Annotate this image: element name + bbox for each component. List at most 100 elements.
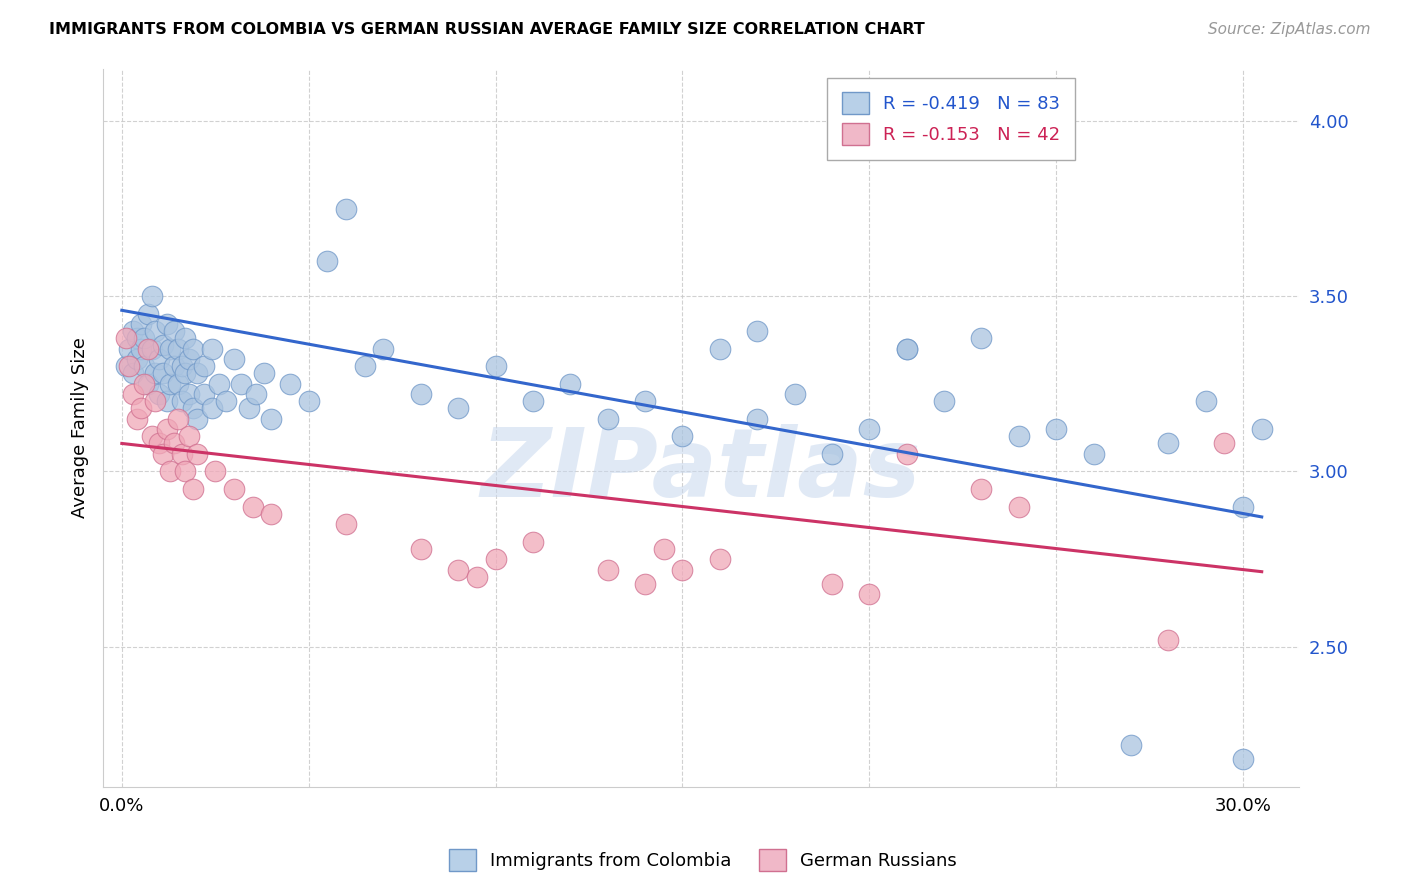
Point (159, 342, 181, 356)
Point (167, 412, 190, 426)
Point (125, 331, 148, 345)
Point (129, 318, 152, 332)
Point (1213, 436, 1236, 450)
Point (260, 412, 283, 426)
Point (821, 576, 844, 591)
Point (353, 359, 375, 374)
Point (709, 342, 731, 356)
Point (596, 563, 619, 577)
Point (1119, 738, 1142, 752)
Point (141, 342, 163, 356)
Point (484, 552, 506, 566)
Point (152, 367, 174, 381)
Point (409, 387, 432, 401)
Point (652, 541, 675, 556)
Point (174, 465, 197, 479)
Point (200, 401, 222, 416)
Point (122, 387, 145, 401)
Point (447, 563, 470, 577)
Point (170, 394, 193, 409)
Point (170, 359, 193, 374)
Point (484, 359, 506, 374)
Point (215, 394, 238, 409)
Point (671, 563, 693, 577)
Point (125, 352, 148, 367)
Point (783, 387, 806, 401)
Point (136, 307, 159, 321)
Point (596, 412, 619, 426)
Point (152, 447, 174, 461)
Point (186, 447, 208, 461)
Point (204, 465, 226, 479)
Point (141, 429, 163, 443)
Point (1008, 500, 1031, 514)
Point (747, 324, 769, 338)
Point (167, 376, 190, 391)
Point (1008, 429, 1031, 443)
Point (136, 342, 159, 356)
Point (163, 324, 186, 338)
Point (163, 436, 186, 450)
Point (373, 342, 395, 356)
Point (129, 401, 152, 416)
Point (152, 338, 174, 352)
Point (177, 352, 200, 367)
Point (298, 394, 321, 409)
Point (129, 342, 152, 356)
Point (465, 569, 488, 583)
Y-axis label: Average Family Size: Average Family Size (72, 337, 89, 518)
Point (1250, 422, 1272, 436)
Point (200, 342, 222, 356)
Point (114, 331, 136, 345)
Point (278, 376, 301, 391)
Point (522, 534, 544, 549)
Point (118, 342, 141, 356)
Point (260, 507, 283, 521)
Point (156, 318, 179, 332)
Point (170, 447, 193, 461)
Point (145, 324, 167, 338)
Point (1083, 447, 1105, 461)
Point (335, 516, 357, 531)
Point (634, 576, 657, 591)
Point (222, 482, 245, 496)
Point (177, 387, 200, 401)
Point (242, 500, 264, 514)
Point (159, 376, 181, 391)
Point (560, 376, 582, 391)
Point (970, 331, 993, 345)
Point (163, 359, 186, 374)
Point (125, 412, 148, 426)
Point (177, 429, 200, 443)
Point (1232, 500, 1254, 514)
Point (148, 352, 170, 367)
Point (156, 394, 179, 409)
Point (145, 394, 167, 409)
Point (134, 376, 156, 391)
Point (896, 447, 918, 461)
Point (148, 387, 170, 401)
Point (245, 387, 267, 401)
Point (122, 367, 145, 381)
Point (1232, 752, 1254, 766)
Point (896, 342, 918, 356)
Point (316, 254, 339, 268)
Point (932, 394, 955, 409)
Point (821, 447, 844, 461)
Text: Source: ZipAtlas.com: Source: ZipAtlas.com (1208, 22, 1371, 37)
Point (122, 324, 145, 338)
Point (671, 429, 693, 443)
Point (709, 552, 731, 566)
Point (231, 376, 253, 391)
Point (222, 352, 245, 367)
Point (896, 342, 918, 356)
Point (114, 359, 136, 374)
Point (181, 342, 204, 356)
Point (858, 422, 880, 436)
Point (181, 482, 204, 496)
Text: IMMIGRANTS FROM COLOMBIA VS GERMAN RUSSIAN AVERAGE FAMILY SIZE CORRELATION CHART: IMMIGRANTS FROM COLOMBIA VS GERMAN RUSSI… (49, 22, 925, 37)
Point (970, 482, 993, 496)
Point (118, 359, 141, 374)
Point (522, 394, 544, 409)
Point (1045, 422, 1067, 436)
